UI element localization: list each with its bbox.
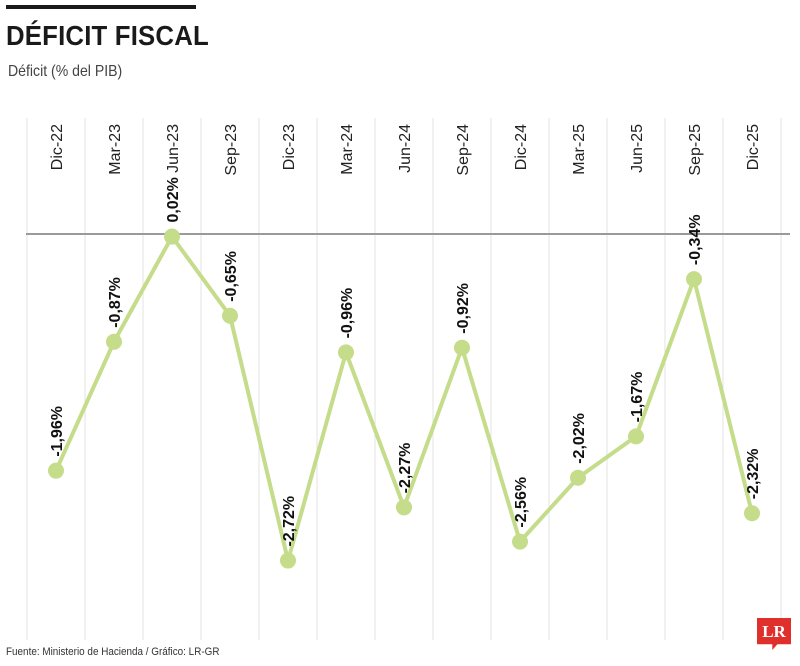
data-point [222, 307, 238, 324]
data-point [338, 344, 354, 361]
x-tick-label: Jun-25 [629, 124, 646, 173]
data-label: 0,02% [165, 177, 182, 222]
data-point [106, 333, 122, 350]
data-point [686, 271, 702, 288]
data-label: -1,96% [49, 406, 66, 457]
data-point [454, 339, 470, 356]
source-note: Fuente: Ministerio de Hacienda / Gráfico… [6, 646, 220, 658]
chart-subtitle: Déficit (% del PIB) [8, 63, 123, 80]
data-label: -2,32% [745, 449, 762, 500]
data-point [48, 462, 64, 479]
x-tick-label: Mar-25 [571, 124, 588, 175]
title-rule [6, 5, 196, 9]
x-tick-label: Jun-23 [165, 124, 182, 173]
data-point [396, 499, 412, 516]
data-label: -0,92% [455, 283, 472, 334]
x-tick-label: Mar-24 [339, 124, 356, 175]
x-tick-label: Dic-22 [49, 124, 66, 170]
data-label: -0,96% [339, 288, 356, 339]
chart-title: DÉFICIT FISCAL [6, 20, 209, 51]
data-point [570, 469, 586, 486]
data-label: -0,65% [223, 251, 240, 302]
x-tick-label: Mar-23 [107, 124, 124, 175]
x-tick-label: Sep-24 [455, 124, 472, 176]
data-label: -2,27% [397, 443, 414, 494]
x-tick-label: Dic-25 [745, 124, 762, 170]
x-tick-label: Jun-24 [397, 124, 414, 173]
x-tick-label: Dic-23 [281, 124, 298, 170]
data-label: -2,02% [571, 413, 588, 464]
line-chart: Dic-22 Mar-23 Jun-23 Sep-23 Dic-23 Mar-24 Jun-… [26, 118, 790, 640]
data-label: -1,67% [629, 372, 646, 423]
data-label: -2,72% [281, 496, 298, 547]
data-label: -0,87% [107, 277, 124, 328]
data-point [512, 533, 528, 550]
data-label: -2,56% [513, 477, 530, 528]
x-tick-label: Sep-23 [223, 124, 240, 176]
data-point [164, 228, 180, 245]
data-point [628, 428, 644, 445]
x-tick-label: Sep-25 [687, 124, 704, 176]
data-point [744, 505, 760, 522]
data-label: -0,34% [687, 214, 704, 265]
data-point [280, 552, 296, 569]
x-tick-label: Dic-24 [513, 124, 530, 170]
lr-logo: LR [757, 618, 791, 650]
